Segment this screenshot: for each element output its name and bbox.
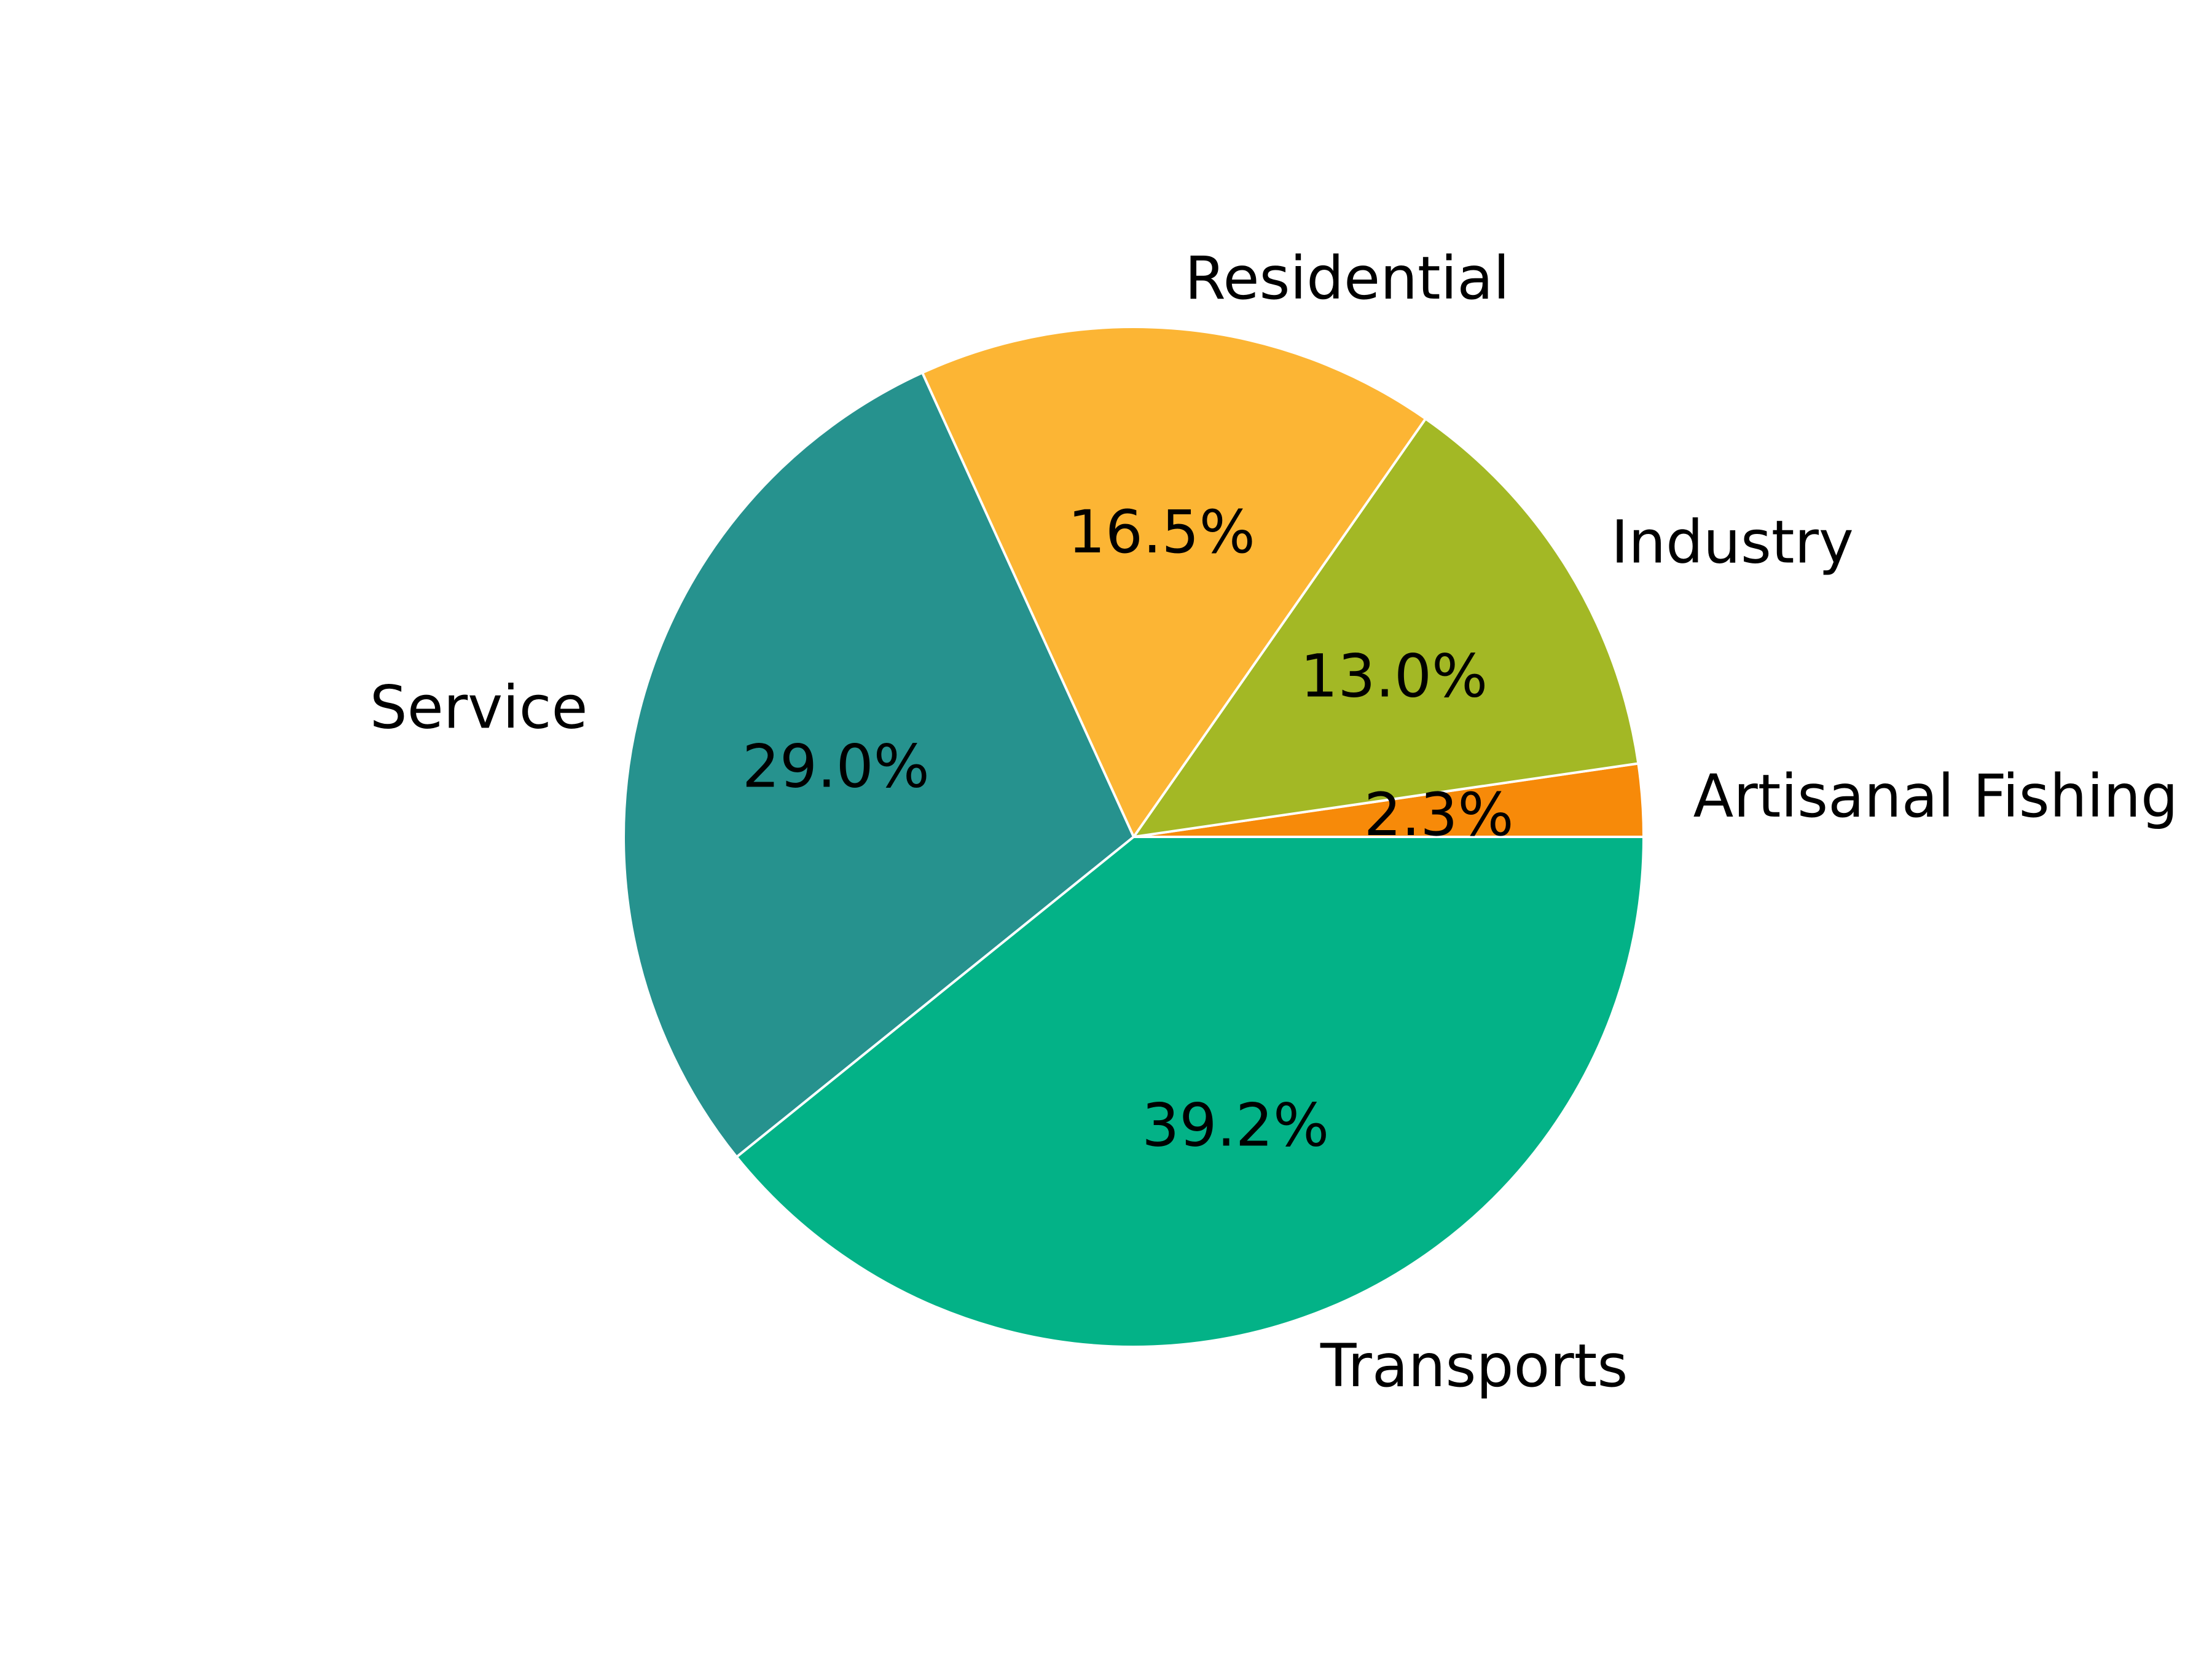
pie-wedges (622, 326, 1645, 1348)
percentage-labels: 2.3% 13.0% 16.5% 29.0% 39.2% (742, 498, 1514, 1160)
pie-percent-label-service: 29.0% (742, 732, 930, 801)
pie-category-label-artisanal-fishing: Artisanal Fishing (1693, 762, 2178, 831)
pie-slice-industry (1132, 417, 1640, 838)
pie-percent-label-artisanal-fishing: 2.3% (1364, 780, 1514, 849)
pie-category-label-residential: Residential (1185, 244, 1510, 313)
pie-slice-transports (735, 836, 1645, 1348)
pie-category-label-transports: Transports (1320, 1332, 1628, 1400)
pie-category-label-service: Service (370, 673, 588, 742)
pie-percent-label-transports: 39.2% (1142, 1091, 1329, 1160)
pie-percent-label-industry: 13.0% (1300, 641, 1488, 710)
pie-slice-service (622, 371, 1135, 1158)
pie-slice-residential (921, 326, 1427, 838)
pie-category-label-industry: Industry (1611, 508, 1854, 577)
pie-percent-label-residential: 16.5% (1068, 498, 1255, 567)
category-labels: Artisanal Fishing Industry Residential Serv… (370, 244, 2178, 1400)
